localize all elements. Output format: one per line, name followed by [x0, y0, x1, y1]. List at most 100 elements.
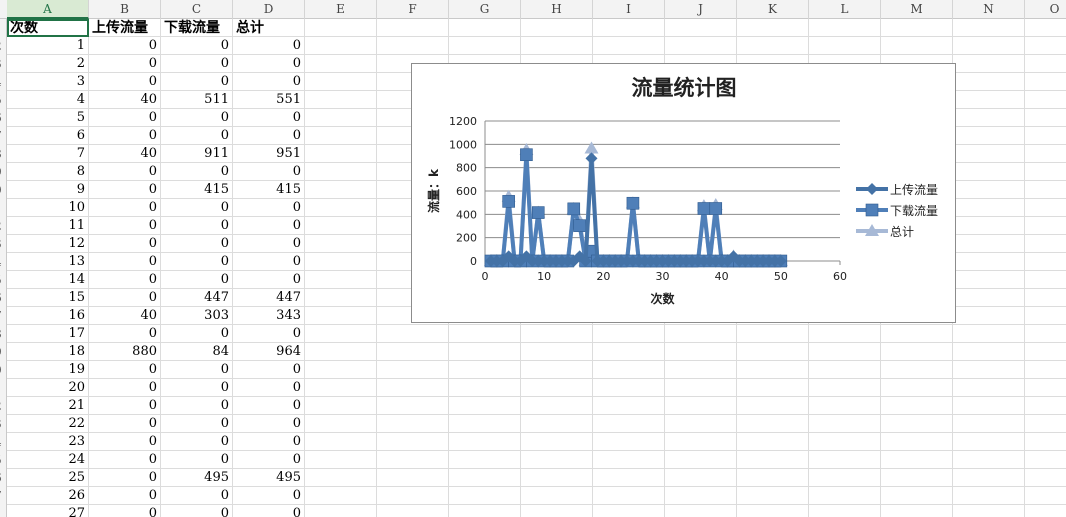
column-header-h[interactable]: H	[521, 0, 593, 19]
cell[interactable]	[1025, 199, 1066, 217]
cell[interactable]: 551	[233, 91, 305, 109]
row-header[interactable]: 3	[0, 235, 6, 253]
cell[interactable]: 0	[89, 451, 161, 469]
cell[interactable]	[809, 415, 881, 433]
cell[interactable]	[593, 397, 665, 415]
cell[interactable]: 0	[89, 505, 161, 517]
cell[interactable]	[377, 433, 449, 451]
cell[interactable]: 0	[233, 325, 305, 343]
cell[interactable]: 0	[233, 253, 305, 271]
cell[interactable]: 0	[233, 361, 305, 379]
cell[interactable]: 911	[161, 145, 233, 163]
cell[interactable]	[737, 397, 809, 415]
cell[interactable]: 0	[89, 217, 161, 235]
cell[interactable]	[953, 37, 1025, 55]
cell[interactable]: 415	[233, 181, 305, 199]
cell[interactable]: 0	[89, 271, 161, 289]
cell[interactable]: 12	[7, 235, 89, 253]
cell[interactable]: 40	[89, 307, 161, 325]
header-cell[interactable]: 下载流量	[161, 19, 233, 37]
row-header[interactable]: 9	[0, 343, 6, 361]
cell[interactable]	[449, 325, 521, 343]
cell[interactable]	[953, 127, 1025, 145]
cell[interactable]: 415	[161, 181, 233, 199]
cell[interactable]	[1025, 343, 1066, 361]
cell[interactable]	[593, 325, 665, 343]
cell[interactable]: 0	[161, 397, 233, 415]
cell[interactable]	[377, 451, 449, 469]
cell[interactable]: 84	[161, 343, 233, 361]
cell[interactable]	[593, 487, 665, 505]
cell[interactable]: 0	[233, 73, 305, 91]
cell[interactable]	[809, 451, 881, 469]
cell[interactable]	[1025, 451, 1066, 469]
cell[interactable]	[1025, 253, 1066, 271]
cell[interactable]	[449, 343, 521, 361]
cell[interactable]	[521, 433, 593, 451]
cell[interactable]	[377, 19, 449, 37]
cell[interactable]	[593, 415, 665, 433]
cell[interactable]	[305, 343, 377, 361]
cell[interactable]	[953, 289, 1025, 307]
cell[interactable]	[305, 361, 377, 379]
cell[interactable]: 27	[7, 505, 89, 517]
cell[interactable]: 0	[89, 397, 161, 415]
cell[interactable]	[953, 379, 1025, 397]
cell[interactable]: 447	[233, 289, 305, 307]
cell[interactable]: 8	[7, 163, 89, 181]
cell[interactable]: 0	[233, 487, 305, 505]
cell[interactable]: 0	[161, 271, 233, 289]
cell[interactable]: 0	[161, 73, 233, 91]
cell[interactable]	[521, 19, 593, 37]
cell[interactable]	[305, 451, 377, 469]
cell[interactable]	[305, 469, 377, 487]
cell[interactable]	[449, 451, 521, 469]
cell[interactable]: 0	[89, 433, 161, 451]
cell[interactable]: 0	[161, 127, 233, 145]
column-header-o[interactable]: O	[1025, 0, 1066, 19]
cell[interactable]: 0	[161, 415, 233, 433]
cell[interactable]	[593, 451, 665, 469]
cell[interactable]	[521, 37, 593, 55]
cell[interactable]	[305, 253, 377, 271]
row-header[interactable]: 8	[0, 325, 6, 343]
cell[interactable]: 0	[89, 127, 161, 145]
cell[interactable]	[1025, 109, 1066, 127]
cell[interactable]	[881, 451, 953, 469]
column-header-i[interactable]: I	[593, 0, 665, 19]
cell[interactable]	[881, 361, 953, 379]
cell[interactable]	[305, 91, 377, 109]
row-header[interactable]: 8	[0, 145, 6, 163]
cell[interactable]: 14	[7, 271, 89, 289]
cell[interactable]	[305, 217, 377, 235]
cell[interactable]: 18	[7, 343, 89, 361]
cell[interactable]	[881, 379, 953, 397]
cell[interactable]	[665, 379, 737, 397]
cell[interactable]: 0	[89, 181, 161, 199]
cell[interactable]: 9	[7, 181, 89, 199]
cell[interactable]	[449, 469, 521, 487]
column-header-j[interactable]: J	[665, 0, 737, 19]
cell[interactable]	[593, 19, 665, 37]
cell[interactable]	[1025, 235, 1066, 253]
cell[interactable]	[377, 37, 449, 55]
cell[interactable]	[953, 271, 1025, 289]
cell[interactable]	[665, 37, 737, 55]
cell[interactable]	[881, 397, 953, 415]
cell[interactable]	[809, 469, 881, 487]
cell[interactable]	[521, 343, 593, 361]
cell[interactable]	[305, 145, 377, 163]
cell[interactable]	[1025, 181, 1066, 199]
column-header-d[interactable]: D	[233, 0, 305, 19]
cell[interactable]: 13	[7, 253, 89, 271]
cell[interactable]	[953, 343, 1025, 361]
row-header[interactable]: 3	[0, 415, 6, 433]
cell[interactable]	[377, 469, 449, 487]
cell[interactable]: 0	[89, 199, 161, 217]
cell[interactable]: 0	[233, 55, 305, 73]
cell[interactable]: 2	[7, 55, 89, 73]
cell[interactable]	[305, 325, 377, 343]
cell[interactable]	[449, 487, 521, 505]
cell[interactable]	[1025, 73, 1066, 91]
cell[interactable]	[593, 433, 665, 451]
